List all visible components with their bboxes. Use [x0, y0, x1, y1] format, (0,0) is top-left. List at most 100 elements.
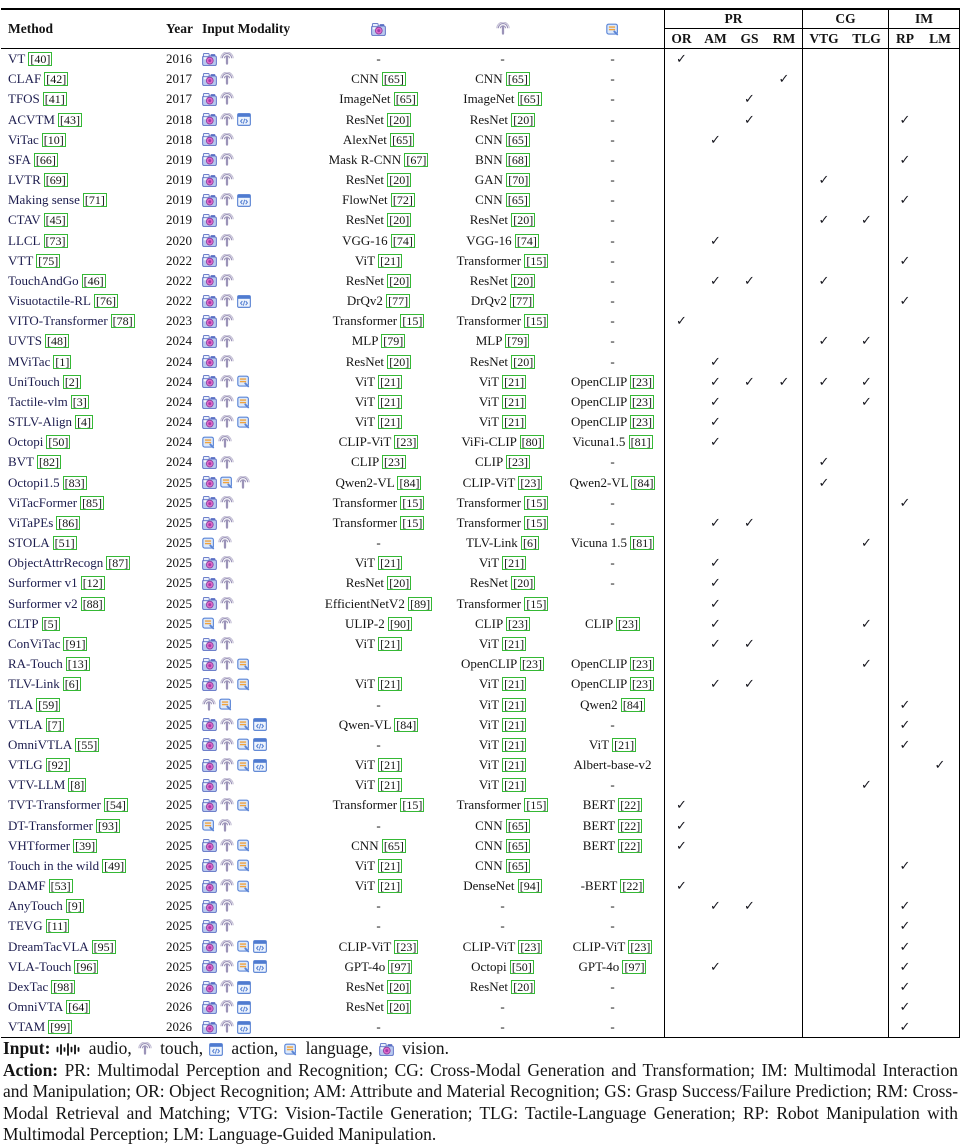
citation-link[interactable]: [65] — [505, 132, 530, 147]
citation-link[interactable]: [84] — [394, 717, 419, 732]
citation-link[interactable]: [21] — [502, 677, 527, 692]
citation-link[interactable]: [21] — [502, 556, 527, 571]
citation-link[interactable]: [20] — [511, 576, 536, 591]
citation-link[interactable]: [78] — [110, 314, 135, 329]
citation-link[interactable]: [21] — [502, 374, 527, 389]
citation-link[interactable]: [82] — [37, 455, 61, 470]
citation-link[interactable]: [20] — [387, 173, 412, 188]
citation-link[interactable]: [66] — [33, 152, 58, 167]
citation-link[interactable]: [95] — [91, 939, 116, 954]
citation-link[interactable]: [20] — [387, 112, 412, 127]
citation-link[interactable]: [21] — [378, 758, 403, 773]
citation-link[interactable]: [20] — [511, 979, 536, 994]
citation-link[interactable]: [50] — [46, 435, 71, 450]
citation-link[interactable]: [21] — [378, 858, 403, 873]
citation-link[interactable]: [13] — [65, 657, 90, 672]
citation-link[interactable]: [64] — [66, 1000, 91, 1015]
citation-link[interactable]: [23] — [381, 455, 406, 470]
citation-link[interactable]: [21] — [378, 636, 403, 651]
citation-link[interactable]: [21] — [502, 758, 527, 773]
citation-link[interactable]: [46] — [81, 273, 106, 288]
citation-link[interactable]: [59] — [36, 697, 61, 712]
citation-link[interactable]: [70] — [506, 173, 531, 188]
citation-link[interactable]: [21] — [502, 636, 527, 651]
citation-link[interactable]: [23] — [518, 475, 543, 490]
citation-link[interactable]: [65] — [505, 838, 530, 853]
citation-link[interactable]: [51] — [52, 536, 77, 551]
citation-link[interactable]: [67] — [404, 152, 429, 167]
citation-link[interactable]: [23] — [615, 616, 640, 631]
citation-link[interactable]: [65] — [393, 92, 418, 107]
citation-link[interactable]: [97] — [622, 959, 647, 974]
citation-link[interactable]: [23] — [505, 616, 530, 631]
citation-link[interactable]: [84] — [620, 697, 645, 712]
citation-link[interactable]: [76] — [93, 294, 118, 309]
citation-link[interactable]: [23] — [630, 677, 655, 692]
citation-link[interactable]: [21] — [378, 677, 403, 692]
citation-link[interactable]: [91] — [63, 636, 88, 651]
citation-link[interactable]: [21] — [378, 374, 403, 389]
citation-link[interactable]: [83] — [62, 475, 87, 490]
citation-link[interactable]: [15] — [400, 495, 425, 510]
citation-link[interactable]: [96] — [74, 959, 99, 974]
citation-link[interactable]: [93] — [95, 818, 120, 833]
citation-link[interactable]: [23] — [394, 435, 419, 450]
citation-link[interactable]: [2] — [62, 374, 81, 389]
citation-link[interactable]: [21] — [378, 556, 403, 571]
citation-link[interactable]: [21] — [502, 737, 527, 752]
citation-link[interactable]: [98] — [51, 979, 76, 994]
citation-link[interactable]: [8] — [68, 778, 87, 793]
citation-link[interactable]: [20] — [511, 273, 536, 288]
citation-link[interactable]: [80] — [519, 435, 544, 450]
citation-link[interactable]: [71] — [82, 193, 107, 208]
citation-link[interactable]: [77] — [386, 294, 411, 309]
citation-link[interactable]: [20] — [387, 1000, 412, 1015]
citation-link[interactable]: [89] — [408, 596, 433, 611]
citation-link[interactable]: [22] — [618, 798, 643, 813]
citation-link[interactable]: [65] — [381, 72, 406, 87]
citation-link[interactable]: [23] — [394, 939, 419, 954]
citation-link[interactable]: [21] — [378, 394, 403, 409]
citation-link[interactable]: [21] — [502, 697, 527, 712]
citation-link[interactable]: [87] — [106, 556, 131, 571]
citation-link[interactable]: [21] — [502, 415, 527, 430]
citation-link[interactable]: [22] — [618, 838, 643, 853]
citation-link[interactable]: [94] — [517, 879, 542, 894]
citation-link[interactable]: [75] — [36, 253, 61, 268]
citation-link[interactable]: [73] — [43, 233, 68, 248]
citation-link[interactable]: [23] — [628, 939, 653, 954]
citation-link[interactable]: [3] — [70, 394, 89, 409]
citation-link[interactable]: [23] — [518, 939, 543, 954]
citation-link[interactable]: [77] — [510, 294, 535, 309]
citation-link[interactable]: [21] — [502, 394, 527, 409]
citation-link[interactable]: [9] — [65, 899, 84, 914]
citation-link[interactable]: [97] — [388, 959, 413, 974]
citation-link[interactable]: [15] — [524, 495, 549, 510]
citation-link[interactable]: [7] — [45, 717, 64, 732]
citation-link[interactable]: [43] — [57, 112, 82, 127]
citation-link[interactable]: [65] — [505, 858, 530, 873]
citation-link[interactable]: [74] — [514, 233, 539, 248]
citation-link[interactable]: [15] — [400, 515, 425, 530]
citation-link[interactable]: [23] — [630, 657, 655, 672]
citation-link[interactable]: [22] — [620, 879, 645, 894]
citation-link[interactable]: [65] — [390, 132, 415, 147]
citation-link[interactable]: [21] — [378, 253, 403, 268]
citation-link[interactable]: [48] — [44, 334, 69, 349]
citation-link[interactable]: [6] — [62, 677, 81, 692]
citation-link[interactable]: [21] — [378, 778, 403, 793]
citation-link[interactable]: [84] — [397, 475, 422, 490]
citation-link[interactable]: [21] — [378, 879, 403, 894]
citation-link[interactable]: [65] — [505, 193, 530, 208]
citation-link[interactable]: [79] — [381, 334, 406, 349]
citation-link[interactable]: [53] — [48, 879, 73, 894]
citation-link[interactable]: [23] — [630, 394, 655, 409]
citation-link[interactable]: [85] — [80, 495, 105, 510]
citation-link[interactable]: [40] — [28, 52, 53, 66]
citation-link[interactable]: [81] — [630, 536, 655, 551]
citation-link[interactable]: [68] — [505, 152, 530, 167]
citation-link[interactable]: [5] — [41, 616, 60, 631]
citation-link[interactable]: [22] — [618, 818, 643, 833]
citation-link[interactable]: [54] — [103, 798, 128, 813]
citation-link[interactable]: [20] — [511, 354, 536, 369]
